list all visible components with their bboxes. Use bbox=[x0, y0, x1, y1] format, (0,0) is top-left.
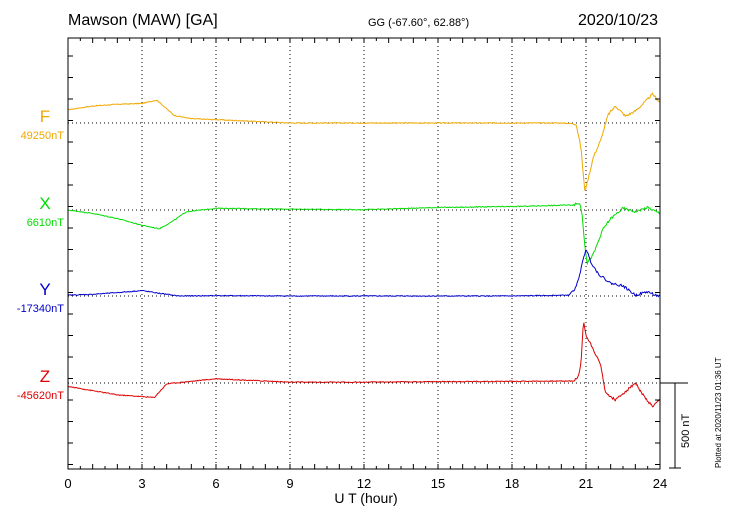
x-tick-label: 9 bbox=[286, 476, 293, 491]
component-letter-z: Z bbox=[39, 367, 51, 386]
date-label: 2020/10/23 bbox=[578, 12, 659, 29]
x-tick-label: 18 bbox=[505, 476, 519, 491]
x-tick-label: 3 bbox=[138, 476, 145, 491]
x-tick-label: 12 bbox=[357, 476, 371, 491]
component-baseline-z: -45620nT bbox=[16, 390, 64, 402]
x-tick-label: 24 bbox=[653, 476, 667, 491]
plot-timestamp-note: Plotted at 2020/11/23 01:36 UT bbox=[714, 357, 723, 468]
axis-ticks: 0 3 6 9 12 15 18 21 24 bbox=[64, 38, 667, 491]
scale-bar-label: 500 nT bbox=[680, 413, 692, 448]
x-tick-label: 0 bbox=[64, 476, 71, 491]
series-line-z bbox=[67, 322, 661, 408]
component-baseline-f: 49250nT bbox=[20, 130, 64, 142]
station-title: Mawson (MAW) [GA] bbox=[68, 12, 218, 29]
x-tick-label: 6 bbox=[212, 476, 219, 491]
x-axis-label: U T (hour) bbox=[334, 490, 397, 506]
component-baseline-y: -17340nT bbox=[16, 303, 64, 315]
grid bbox=[68, 38, 660, 469]
component-letter-y: Y bbox=[39, 280, 51, 299]
component-letter-x: X bbox=[39, 194, 51, 213]
series-line-f bbox=[67, 92, 661, 191]
x-tick-label: 21 bbox=[579, 476, 593, 491]
coordinate-label: GG (-67.60°, 62.88°) bbox=[368, 17, 470, 29]
scale-bar bbox=[660, 382, 688, 469]
x-tick-label: 15 bbox=[431, 476, 445, 491]
component-baseline-x: 6610nT bbox=[26, 217, 64, 229]
series-line-y bbox=[67, 249, 661, 298]
series-line-x bbox=[67, 202, 661, 266]
series-layer bbox=[67, 92, 661, 408]
component-letter-f: F bbox=[39, 107, 51, 126]
